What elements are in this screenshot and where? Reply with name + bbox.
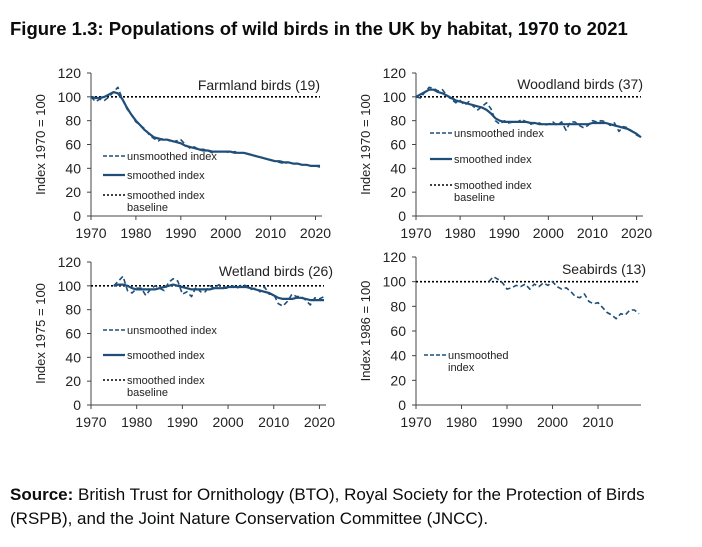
x-tick-label: 2020 <box>300 225 331 241</box>
series-line-unsmoothed-index <box>113 275 325 307</box>
y-tick-label: 100 <box>58 89 82 105</box>
y-tick-label: 20 <box>65 184 81 200</box>
source-label: Source: <box>10 485 74 504</box>
y-tick-label: 0 <box>73 208 81 224</box>
y-tick-label: 60 <box>390 323 406 339</box>
series-line-unsmoothed-index <box>90 86 321 168</box>
y-tick-label: 120 <box>58 65 82 81</box>
chart-title: Wetland birds (26) <box>219 263 333 279</box>
y-tick-label: 20 <box>390 372 406 388</box>
y-tick-label: 20 <box>390 184 406 200</box>
x-tick-label: 1980 <box>446 414 477 430</box>
source-text: British Trust for Ornithology (BTO), Roy… <box>10 485 645 528</box>
y-tick-label: 80 <box>65 302 81 318</box>
x-tick-label: 1980 <box>121 414 152 430</box>
legend-label-unsmoothed-index: unsmoothed index <box>127 151 217 163</box>
x-tick-label: 2020 <box>621 225 652 241</box>
y-tick-label: 100 <box>383 89 407 105</box>
y-tick-label: 60 <box>390 137 406 153</box>
series-line-smoothed-index <box>90 91 320 167</box>
x-tick-label: 1970 <box>75 225 106 241</box>
y-tick-label: 80 <box>390 298 406 314</box>
x-tick-label: 1980 <box>120 225 151 241</box>
x-tick-label: 2010 <box>258 414 289 430</box>
legend-label-smoothed-index-baseline: smoothed index baseline <box>127 190 205 214</box>
legend-label-smoothed-index-baseline: smoothed index baseline <box>454 180 532 204</box>
x-tick-label: 1990 <box>491 414 522 430</box>
chart-title: Woodland birds (37) <box>517 76 643 92</box>
y-axis-title: Index 1970 = 100 <box>33 94 48 195</box>
x-tick-label: 2000 <box>533 225 564 241</box>
y-tick-label: 40 <box>65 349 81 365</box>
y-tick-label: 0 <box>398 397 406 413</box>
y-tick-label: 0 <box>398 208 406 224</box>
x-tick-label: 2000 <box>212 414 243 430</box>
legend-label-smoothed-index: smoothed index <box>454 154 532 166</box>
y-axis-title: Index 1975 = 100 <box>33 283 48 384</box>
source-note: Source: British Trust for Ornithology (B… <box>10 483 695 531</box>
figure-title: Figure 1.3: Populations of wild birds in… <box>10 18 628 39</box>
chart-seabirds: 0 20 40 60 80 100 120 1970 1980 1990 2000 2010 Index… <box>358 249 646 430</box>
series-line-smoothed-index <box>113 283 324 302</box>
legend-label-smoothed-index: smoothed index <box>127 170 205 182</box>
x-tick-label: 2000 <box>210 225 241 241</box>
x-tick-label: 2010 <box>582 414 613 430</box>
x-tick-label: 1990 <box>165 225 196 241</box>
y-tick-label: 120 <box>383 65 407 81</box>
chart-title: Seabirds (13) <box>562 261 646 277</box>
x-tick-label: 1970 <box>400 225 431 241</box>
legend-label-smoothed-index-baseline: smoothed index baseline <box>127 375 205 399</box>
y-tick-label: 0 <box>73 397 81 413</box>
legend-label-unsmoothed-index: unsmoothed index <box>448 350 509 374</box>
y-tick-label: 20 <box>65 373 81 389</box>
chart-title: Farmland birds (19) <box>198 77 320 93</box>
x-tick-label: 1990 <box>167 414 198 430</box>
legend-label-smoothed-index: smoothed index <box>127 350 205 362</box>
x-tick-label: 1990 <box>489 225 520 241</box>
series-line-smoothed-index <box>415 88 642 139</box>
chart-woodland-birds: 0 20 40 60 80 100 120 1970 1980 1990 2000 2010 2020 I… <box>358 65 652 241</box>
legend-label-unsmoothed-index: unsmoothed index <box>454 128 544 140</box>
y-tick-label: 100 <box>58 278 82 294</box>
y-tick-label: 60 <box>65 326 81 342</box>
y-tick-label: 80 <box>65 113 81 129</box>
y-tick-label: 120 <box>58 254 82 270</box>
y-tick-label: 60 <box>65 137 81 153</box>
y-axis-title: Index 1970 = 100 <box>358 94 373 195</box>
chart-wetland-birds: 0 20 40 60 80 100 120 1970 1980 1990 2000 2010 2020 I… <box>33 254 335 430</box>
y-tick-label: 40 <box>390 348 406 364</box>
series-line-unsmoothed-index <box>415 86 642 139</box>
y-tick-label: 100 <box>383 274 407 290</box>
x-tick-label: 2010 <box>577 225 608 241</box>
legend-label-unsmoothed-index: unsmoothed index <box>127 325 217 337</box>
y-tick-label: 80 <box>390 113 406 129</box>
x-tick-label: 2020 <box>304 414 335 430</box>
x-tick-label: 2000 <box>537 414 568 430</box>
x-tick-label: 2010 <box>255 225 286 241</box>
x-tick-label: 1970 <box>75 414 106 430</box>
series-line-unsmoothed-index <box>488 275 640 320</box>
chart-farmland-birds: 0 20 40 60 80 100 120 1970 1980 1990 2000 2010 2020 I… <box>33 65 331 241</box>
y-tick-label: 120 <box>383 249 407 265</box>
y-tick-label: 40 <box>65 160 81 176</box>
y-axis-title: Index 1986 = 100 <box>358 281 373 382</box>
x-tick-label: 1970 <box>400 414 431 430</box>
x-tick-label: 1980 <box>445 225 476 241</box>
y-tick-label: 40 <box>390 160 406 176</box>
